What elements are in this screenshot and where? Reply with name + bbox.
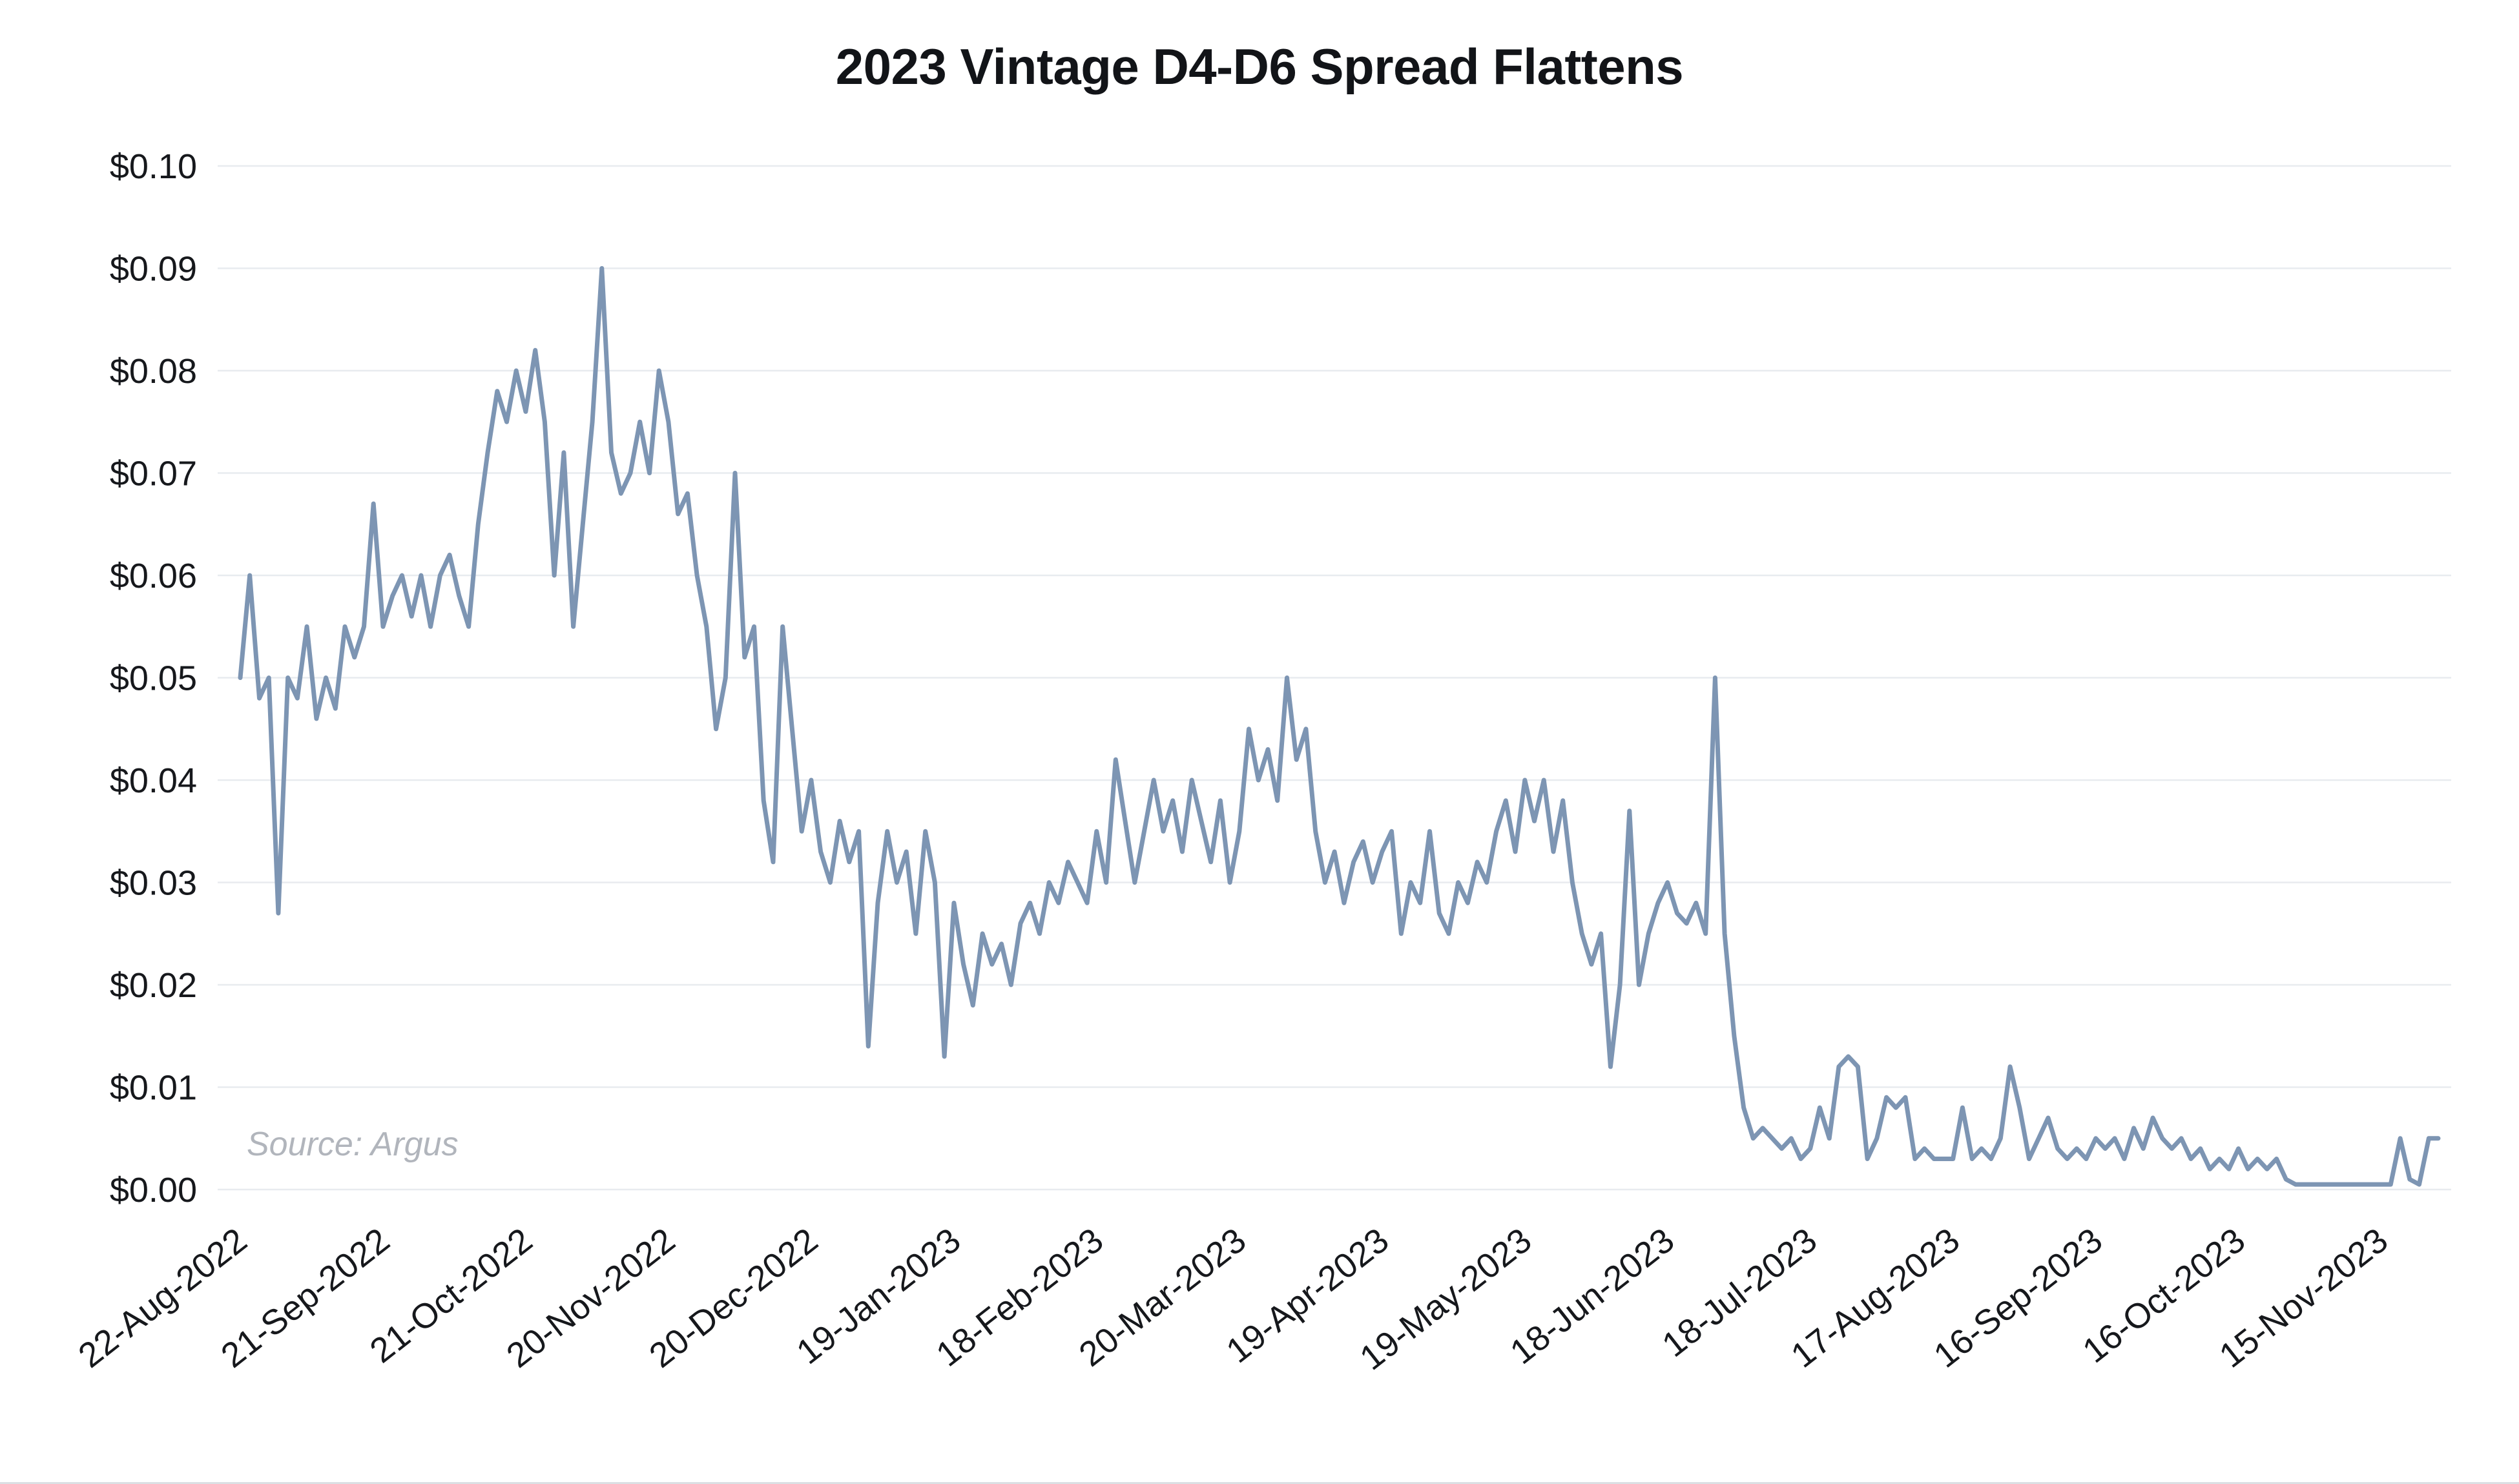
y-axis-tick-label: $0.01	[110, 1069, 197, 1108]
y-axis-tick-label: $0.07	[110, 455, 197, 493]
y-axis-tick-label: $0.05	[110, 659, 197, 698]
source-note: Source: Argus	[247, 1126, 459, 1163]
y-axis-tick-label: $0.10	[110, 147, 197, 186]
y-axis-tick-label: $0.02	[110, 966, 197, 1005]
y-axis-tick-label: $0.06	[110, 557, 197, 595]
y-axis-tick-label: $0.09	[110, 250, 197, 289]
y-axis-tick-label: $0.08	[110, 352, 197, 391]
spread-line-series	[238, 266, 2441, 1187]
y-axis-tick-label: $0.03	[110, 864, 197, 903]
y-axis-tick-label: $0.00	[110, 1171, 197, 1210]
y-axis-tick-label: $0.04	[110, 761, 197, 800]
chart-title: 2023 Vintage D4-D6 Spread Flattens	[835, 38, 1684, 95]
